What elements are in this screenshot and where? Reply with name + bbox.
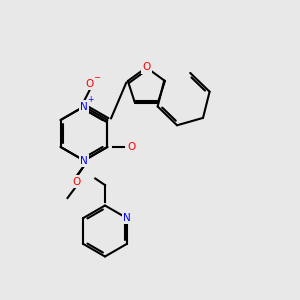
- Text: O: O: [142, 62, 151, 73]
- Text: +: +: [87, 95, 94, 104]
- Text: −: −: [93, 74, 100, 82]
- Text: N: N: [80, 155, 88, 166]
- Text: N: N: [80, 101, 88, 112]
- Text: O: O: [127, 142, 136, 152]
- Text: O: O: [86, 79, 94, 89]
- Text: N: N: [123, 213, 131, 223]
- Text: O: O: [72, 176, 81, 187]
